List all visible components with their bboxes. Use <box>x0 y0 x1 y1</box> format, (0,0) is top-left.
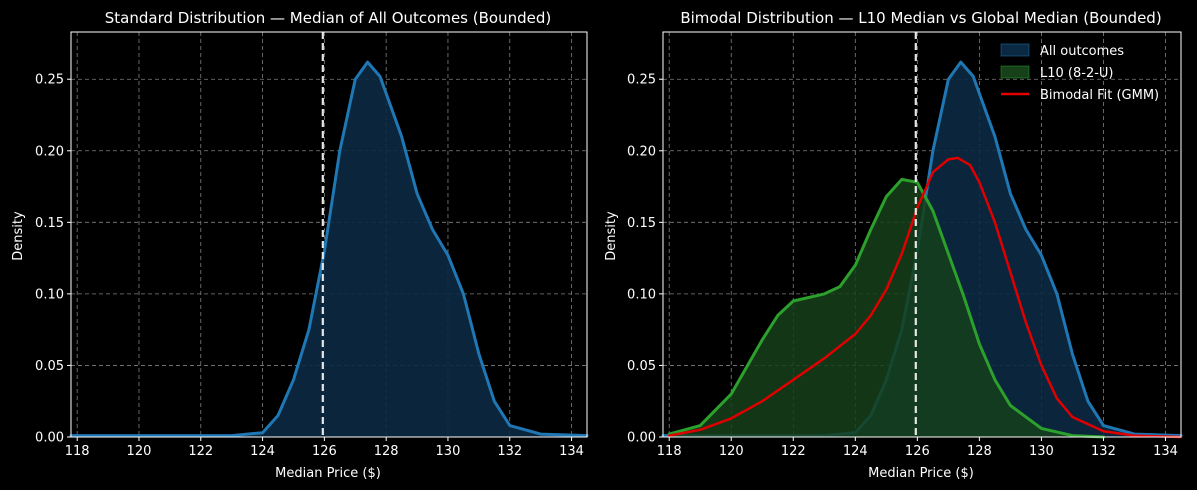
x-tick-label: 120 <box>127 444 152 459</box>
series-layer <box>69 60 589 438</box>
x-tick-label: 132 <box>497 444 522 459</box>
y-axis-ticks: 0.00 0.05 0.10 0.15 0.20 0.25 <box>35 73 71 446</box>
x-tick-label: 122 <box>188 444 213 459</box>
x-tick-label: 120 <box>719 444 744 459</box>
legend-label-all-outcomes: All outcomes <box>1040 44 1124 59</box>
series-line-gmm <box>667 156 1183 439</box>
legend: All outcomes L10 (8-2-U) Bimodal Fit (GM… <box>1000 43 1159 103</box>
y-tick-label: 0.00 <box>627 431 656 446</box>
x-tick-label: 130 <box>1029 444 1054 459</box>
x-axis-label: Median Price ($) <box>275 466 381 481</box>
y-tick-label: 0.05 <box>35 359 64 374</box>
legend-label-gmm: Bimodal Fit (GMM) <box>1040 88 1159 103</box>
series-line-all <box>69 60 589 438</box>
y-axis-label: Density <box>604 211 619 261</box>
chart-bimodal-distribution: Bimodal Distribution — L10 Median vs Glo… <box>604 9 1183 481</box>
legend-label-l10: L10 (8-2-U) <box>1040 66 1114 81</box>
x-axis-ticks: 118 120 122 124 126 128 130 132 134 <box>657 437 1178 459</box>
y-tick-label: 0.05 <box>627 359 656 374</box>
x-tick-label: 122 <box>781 444 806 459</box>
y-tick-label: 0.20 <box>35 144 64 159</box>
x-tick-label: 134 <box>1153 444 1178 459</box>
chart-standard-distribution: Standard Distribution — Median of All Ou… <box>11 9 589 481</box>
legend-swatch-l10 <box>1000 65 1030 79</box>
x-axis-label: Median Price ($) <box>868 466 974 481</box>
legend-swatch-all-outcomes <box>1000 43 1030 57</box>
y-axis-label: Density <box>11 211 26 261</box>
axes-frame <box>662 31 1182 438</box>
x-tick-label: 134 <box>559 444 584 459</box>
series-area-l10 <box>669 179 1104 437</box>
y-tick-label: 0.25 <box>627 73 656 88</box>
y-tick-label: 0.20 <box>627 144 656 159</box>
series-layer <box>661 60 1183 439</box>
legend-item-all-outcomes: All outcomes <box>1000 43 1124 59</box>
x-tick-label: 126 <box>905 444 930 459</box>
y-tick-label: 0.00 <box>35 431 64 446</box>
axes-frame <box>70 31 588 438</box>
chart-title: Bimodal Distribution — L10 Median vs Glo… <box>680 9 1161 27</box>
series-area-all <box>71 62 587 437</box>
x-tick-label: 126 <box>312 444 337 459</box>
x-tick-label: 130 <box>436 444 461 459</box>
series-line-l10 <box>667 177 1105 439</box>
y-axis-ticks: 0.00 0.05 0.10 0.15 0.20 0.25 <box>627 73 663 446</box>
x-axis-ticks: 118 120 122 124 126 128 130 132 134 <box>65 437 584 459</box>
x-tick-label: 124 <box>250 444 275 459</box>
y-tick-label: 0.10 <box>35 287 64 302</box>
legend-item-l10: L10 (8-2-U) <box>1000 65 1114 81</box>
y-tick-label: 0.15 <box>627 216 656 231</box>
x-tick-label: 118 <box>657 444 682 459</box>
y-tick-label: 0.10 <box>627 287 656 302</box>
x-tick-label: 128 <box>374 444 399 459</box>
y-tick-label: 0.25 <box>35 73 64 88</box>
chart-title: Standard Distribution — Median of All Ou… <box>105 9 551 27</box>
x-tick-label: 118 <box>65 444 90 459</box>
x-tick-label: 132 <box>1091 444 1116 459</box>
y-tick-label: 0.15 <box>35 216 64 231</box>
legend-item-gmm: Bimodal Fit (GMM) <box>1001 88 1159 103</box>
x-tick-label: 128 <box>967 444 992 459</box>
x-tick-label: 124 <box>843 444 868 459</box>
